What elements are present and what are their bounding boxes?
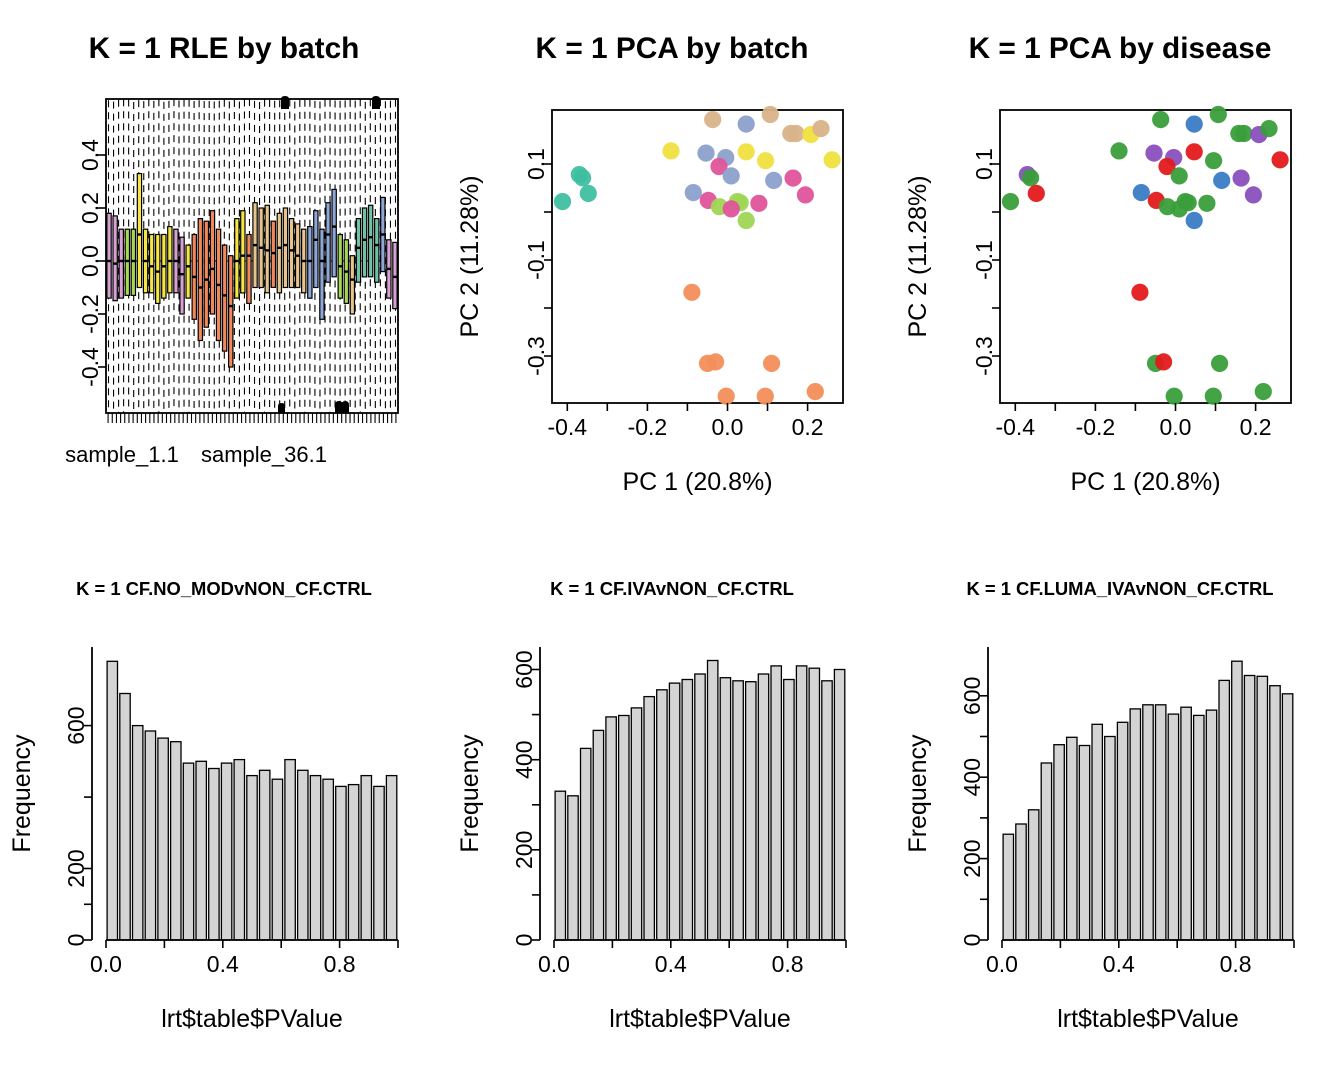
svg-text:0.4: 0.4 <box>655 951 687 977</box>
svg-text:0.0: 0.0 <box>538 951 570 977</box>
svg-text:K = 1 CF.LUMA_IVAvNON_CF.CTRL: K = 1 CF.LUMA_IVAvNON_CF.CTRL <box>966 578 1273 599</box>
svg-text:PC 1 (20.8%): PC 1 (20.8%) <box>622 468 772 496</box>
svg-text:-0.1: -0.1 <box>523 240 549 280</box>
svg-text:-0.1: -0.1 <box>971 240 997 280</box>
svg-text:0.8: 0.8 <box>772 951 804 977</box>
svg-text:0.0: 0.0 <box>90 951 122 977</box>
svg-text:200: 200 <box>63 849 89 887</box>
svg-text:sample_1.1: sample_1.1 <box>65 442 179 467</box>
svg-text:0.4: 0.4 <box>1103 951 1135 977</box>
svg-text:0.4: 0.4 <box>77 139 103 171</box>
svg-text:0.1: 0.1 <box>523 148 549 180</box>
svg-text:K = 1 PCA by disease: K = 1 PCA by disease <box>969 32 1272 65</box>
svg-text:K = 1 CF.NO_MODvNON_CF.CTRL: K = 1 CF.NO_MODvNON_CF.CTRL <box>76 578 372 599</box>
svg-text:600: 600 <box>63 706 89 744</box>
svg-text:600: 600 <box>959 677 985 715</box>
svg-text:lrt$table$PValue: lrt$table$PValue <box>1057 1005 1239 1033</box>
svg-text:0: 0 <box>63 934 89 947</box>
svg-text:K = 1 RLE by batch: K = 1 RLE by batch <box>89 32 360 65</box>
svg-text:200: 200 <box>511 831 537 869</box>
svg-text:0.8: 0.8 <box>1220 951 1252 977</box>
svg-text:-0.2: -0.2 <box>77 294 103 334</box>
svg-text:-0.4: -0.4 <box>547 414 587 440</box>
svg-text:0.1: 0.1 <box>971 148 997 180</box>
svg-text:-0.2: -0.2 <box>1076 414 1116 440</box>
svg-text:200: 200 <box>959 839 985 877</box>
svg-text:sample_36.1: sample_36.1 <box>201 442 327 467</box>
svg-text:K = 1 PCA by batch: K = 1 PCA by batch <box>536 32 809 65</box>
svg-text:0.8: 0.8 <box>324 951 356 977</box>
svg-text:lrt$table$PValue: lrt$table$PValue <box>609 1005 791 1033</box>
svg-text:0: 0 <box>959 934 985 947</box>
svg-text:0.2: 0.2 <box>77 192 103 224</box>
svg-text:0.2: 0.2 <box>792 414 824 440</box>
svg-text:0.0: 0.0 <box>986 951 1018 977</box>
svg-text:-0.3: -0.3 <box>971 336 997 376</box>
svg-text:0: 0 <box>511 934 537 947</box>
svg-text:0.0: 0.0 <box>712 414 744 440</box>
svg-text:-0.3: -0.3 <box>523 336 549 376</box>
svg-text:400: 400 <box>511 741 537 779</box>
svg-text:600: 600 <box>511 650 537 688</box>
svg-text:PC 1 (20.8%): PC 1 (20.8%) <box>1070 468 1220 496</box>
svg-text:-0.2: -0.2 <box>628 414 668 440</box>
svg-text:-0.4: -0.4 <box>77 347 103 387</box>
svg-text:0.2: 0.2 <box>1240 414 1272 440</box>
svg-text:0.4: 0.4 <box>207 951 239 977</box>
svg-text:0.0: 0.0 <box>1160 414 1192 440</box>
svg-text:0.0: 0.0 <box>77 245 103 277</box>
svg-text:Frequency: Frequency <box>904 734 932 853</box>
svg-text:Frequency: Frequency <box>8 734 36 853</box>
svg-text:400: 400 <box>959 758 985 796</box>
svg-text:Frequency: Frequency <box>456 734 484 853</box>
svg-text:lrt$table$PValue: lrt$table$PValue <box>161 1005 343 1033</box>
svg-text:PC 2 (11.28%): PC 2 (11.28%) <box>904 175 932 337</box>
svg-text:K = 1 CF.IVAvNON_CF.CTRL: K = 1 CF.IVAvNON_CF.CTRL <box>550 578 794 599</box>
svg-text:-0.4: -0.4 <box>995 414 1035 440</box>
svg-text:PC 2 (11.28%): PC 2 (11.28%) <box>456 175 484 337</box>
